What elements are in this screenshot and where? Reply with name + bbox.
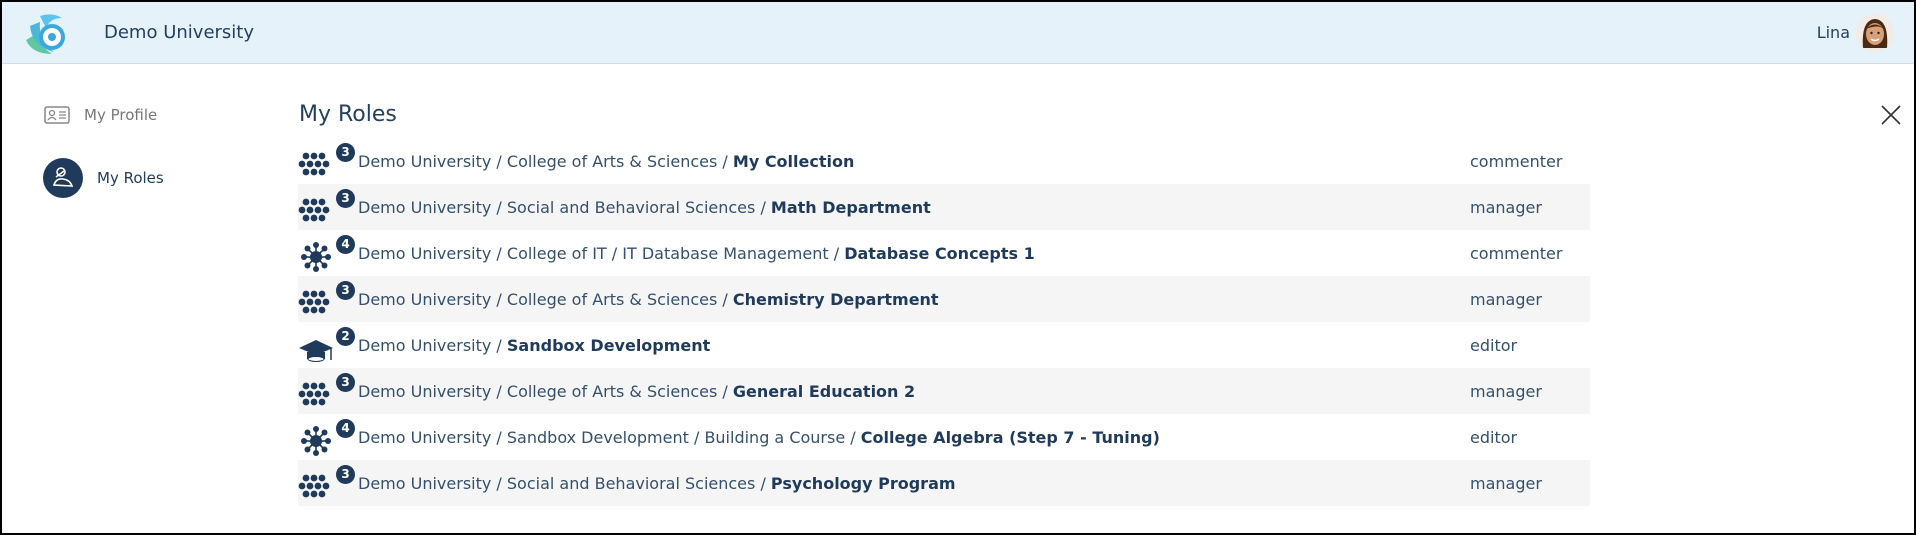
count-badge: 3	[336, 143, 355, 162]
item-name: Sandbox Development	[506, 335, 711, 355]
sidebar-item-label: My Profile	[84, 106, 158, 124]
roles-list: 3 Demo University / College of Arts & Sc…	[298, 138, 1590, 506]
id-card-icon	[44, 106, 70, 124]
close-icon[interactable]	[1880, 104, 1902, 126]
item-name: College Algebra (Step 7 - Tuning)	[860, 427, 1160, 447]
network-icon: 4	[298, 417, 360, 457]
count-badge: 3	[336, 373, 355, 392]
role-path-link[interactable]: Demo University / College of IT / IT Dat…	[358, 244, 1035, 263]
role-path-link[interactable]: Demo University / Sandbox Development / …	[358, 428, 1160, 447]
breadcrumb-path: Demo University / College of Arts & Scie…	[358, 289, 733, 309]
role-label: manager	[1470, 197, 1542, 217]
breadcrumb-path: Demo University / College of IT / IT Dat…	[358, 243, 845, 263]
role-label: manager	[1470, 473, 1542, 493]
role-row: 2 Demo University / Sandbox Development …	[298, 322, 1590, 368]
breadcrumb-path: Demo University / Sandbox Development / …	[358, 427, 861, 447]
role-path-link[interactable]: Demo University / Social and Behavioral …	[358, 474, 956, 493]
role-path-link[interactable]: Demo University / College of Arts & Scie…	[358, 290, 939, 309]
collection-icon: 3	[298, 463, 360, 503]
breadcrumb-path: Demo University /	[358, 335, 507, 355]
role-label: manager	[1470, 289, 1542, 309]
sidebar-item-my-profile[interactable]: My Profile	[44, 106, 157, 124]
role-path-link[interactable]: Demo University / Sandbox Development	[358, 336, 710, 355]
graduation-cap-icon: 2	[298, 325, 360, 365]
collection-icon: 3	[298, 187, 360, 227]
role-row: 3 Demo University / Social and Behaviora…	[298, 460, 1590, 506]
item-name: Psychology Program	[770, 473, 956, 493]
collection-icon: 3	[298, 371, 360, 411]
count-badge: 3	[336, 465, 355, 484]
role-row: 3 Demo University / College of Arts & Sc…	[298, 368, 1590, 414]
item-name: Chemistry Department	[732, 289, 939, 309]
count-badge: 2	[336, 327, 355, 346]
role-path-link[interactable]: Demo University / College of Arts & Scie…	[358, 382, 915, 401]
role-path-link[interactable]: Demo University / Social and Behavioral …	[358, 198, 931, 217]
role-label: editor	[1470, 427, 1518, 447]
role-label: editor	[1470, 335, 1518, 355]
item-name: Database Concepts 1	[844, 243, 1035, 263]
count-badge: 4	[336, 419, 355, 438]
sidebar-item-label: My Roles	[97, 169, 164, 187]
top-bar: Demo University Lina	[2, 2, 1914, 64]
item-name: My Collection	[732, 151, 855, 171]
breadcrumb-path: Demo University / Social and Behavioral …	[358, 197, 771, 217]
count-badge: 3	[336, 281, 355, 300]
role-row: 4 Demo University / Sandbox Development …	[298, 414, 1590, 460]
role-row: 4 Demo University / College of IT / IT D…	[298, 230, 1590, 276]
count-badge: 4	[336, 235, 355, 254]
collection-icon: 3	[298, 141, 360, 181]
roles-icon	[43, 158, 83, 198]
role-label: commenter	[1470, 151, 1563, 171]
item-name: Math Department	[770, 197, 931, 217]
avatar[interactable]	[1856, 14, 1894, 52]
breadcrumb-path: Demo University / College of Arts & Scie…	[358, 151, 733, 171]
breadcrumb-path: Demo University / Social and Behavioral …	[358, 473, 771, 493]
network-icon: 4	[298, 233, 360, 273]
role-row: 3 Demo University / Social and Behaviora…	[298, 184, 1590, 230]
role-row: 3 Demo University / College of Arts & Sc…	[298, 138, 1590, 184]
role-label: commenter	[1470, 243, 1563, 263]
brand-name: Demo University	[104, 22, 255, 43]
count-badge: 3	[336, 189, 355, 208]
breadcrumb-path: Demo University / College of Arts & Scie…	[358, 381, 733, 401]
page-title: My Roles	[299, 102, 397, 127]
logo-icon[interactable]	[22, 10, 72, 56]
collection-icon: 3	[298, 279, 360, 319]
role-path-link[interactable]: Demo University / College of Arts & Scie…	[358, 152, 854, 171]
role-row: 3 Demo University / College of Arts & Sc…	[298, 276, 1590, 322]
role-label: manager	[1470, 381, 1542, 401]
sidebar-item-my-roles[interactable]: My Roles	[43, 158, 164, 198]
user-name[interactable]: Lina	[1816, 23, 1850, 42]
item-name: General Education 2	[732, 381, 916, 401]
